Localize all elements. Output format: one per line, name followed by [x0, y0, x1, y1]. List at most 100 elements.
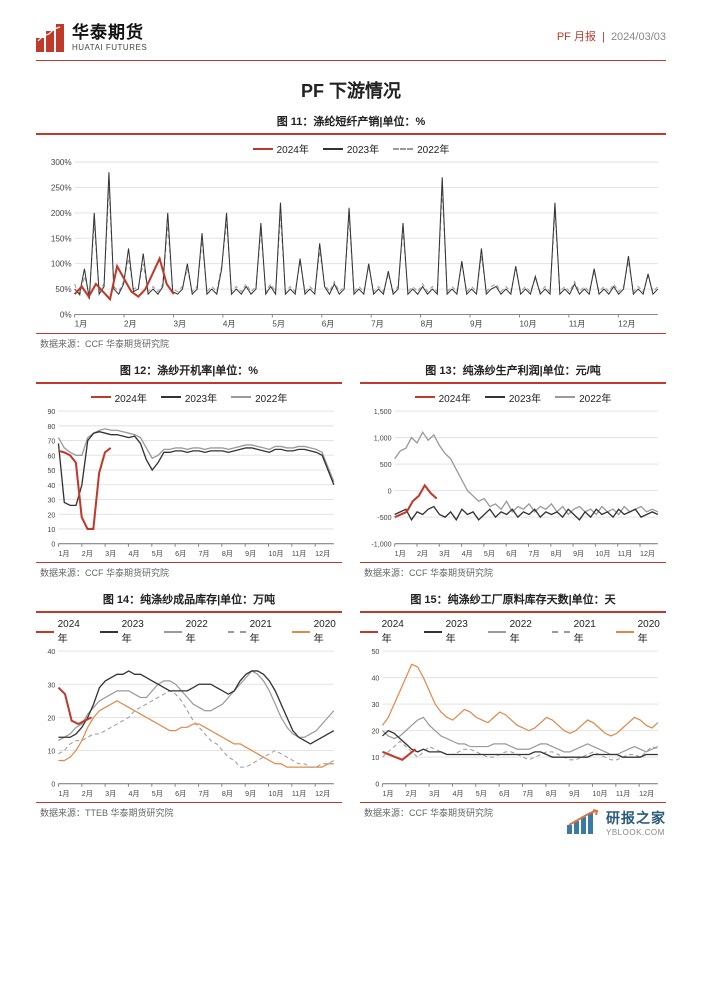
- legend-swatch: [552, 631, 570, 633]
- legend-swatch: [228, 631, 246, 633]
- legend-label: 2021年: [574, 619, 602, 645]
- svg-text:50: 50: [371, 648, 379, 656]
- chart-13-legend: 2024年2023年2022年: [360, 390, 666, 405]
- svg-text:1月: 1月: [382, 790, 393, 798]
- svg-text:-500: -500: [377, 514, 391, 522]
- chart-11-rule: [36, 133, 666, 135]
- legend-item: 2023年: [323, 141, 379, 156]
- svg-text:20: 20: [47, 714, 55, 722]
- svg-text:8月: 8月: [546, 790, 557, 798]
- svg-text:12月: 12月: [315, 790, 330, 798]
- brand-logo-icon: [36, 24, 66, 52]
- chart-15-rule: [360, 611, 666, 613]
- svg-text:9月: 9月: [569, 790, 580, 798]
- chart-12-title: 图 12：涤纱开机率|单位：%: [36, 362, 342, 378]
- legend-label: 2021年: [250, 619, 278, 645]
- legend-swatch: [292, 631, 310, 633]
- legend-swatch: [424, 631, 442, 633]
- svg-text:0: 0: [51, 540, 55, 548]
- legend-swatch: [164, 631, 182, 633]
- legend-item: 2022年: [164, 619, 214, 645]
- svg-text:10月: 10月: [595, 550, 610, 558]
- svg-text:8月: 8月: [551, 550, 562, 558]
- svg-text:3月: 3月: [105, 790, 116, 798]
- svg-text:11月: 11月: [292, 790, 307, 798]
- svg-text:8月: 8月: [421, 320, 434, 329]
- svg-text:10: 10: [371, 754, 379, 762]
- svg-text:11月: 11月: [616, 790, 631, 798]
- svg-text:5月: 5月: [152, 790, 163, 798]
- row-14-15: 图 14：纯涤纱成品库存|单位：万吨 2024年 2023年 2022年 2021年 2…: [36, 591, 666, 831]
- svg-text:200%: 200%: [51, 209, 72, 218]
- footer-cn: 研报之家: [606, 808, 666, 828]
- svg-text:70: 70: [47, 437, 55, 445]
- footer-text: 研报之家 YBLOOK.COM: [606, 808, 666, 837]
- svg-text:0%: 0%: [60, 311, 72, 320]
- legend-item: 2024年: [36, 619, 86, 645]
- legend-item: 2023年: [424, 619, 474, 645]
- chart-13-title: 图 13：纯涤纱生产利润|单位：元/吨: [360, 362, 666, 378]
- separator: |: [602, 31, 605, 43]
- svg-text:1月: 1月: [75, 320, 88, 329]
- footer-watermark: 研报之家 YBLOOK.COM: [566, 808, 666, 837]
- legend-label: 2023年: [347, 141, 379, 156]
- svg-text:80: 80: [47, 423, 55, 431]
- legend-label: 2023年: [446, 619, 474, 645]
- chart-12: 图 12：涤纱开机率|单位：% 2024年2023年2022年 01020304…: [36, 362, 342, 591]
- svg-text:2月: 2月: [406, 790, 417, 798]
- svg-text:6月: 6月: [175, 550, 186, 558]
- chart-15-title: 图 15：纯涤纱工厂原料库存天数|单位：天: [360, 591, 666, 607]
- svg-text:2月: 2月: [82, 550, 93, 558]
- svg-text:4月: 4月: [223, 320, 236, 329]
- svg-text:60: 60: [47, 452, 55, 460]
- chart-14-legend: 2024年2023年2022年2021年2020年: [36, 619, 342, 645]
- svg-text:2月: 2月: [124, 320, 137, 329]
- chart-15-plot: 010203040501月2月3月4月5月6月7月8月9月10月11月12月: [360, 647, 666, 800]
- svg-text:9月: 9月: [573, 550, 584, 558]
- svg-text:50: 50: [47, 467, 55, 475]
- chart-14: 图 14：纯涤纱成品库存|单位：万吨 2024年 2023年 2022年 2021年 2…: [36, 591, 342, 831]
- chart-14-source: 数据来源：TTEB 华泰期货研究院: [40, 806, 342, 819]
- svg-text:1月: 1月: [58, 550, 69, 558]
- legend-item: 2021年: [552, 619, 602, 645]
- chart-14-title: 图 14：纯涤纱成品库存|单位：万吨: [36, 591, 342, 607]
- legend-label: 2024年: [115, 390, 147, 405]
- chart-11-plot: 0%50%100%150%200%250%300%1月2月3月4月5月6月7月8…: [36, 158, 666, 331]
- svg-text:20: 20: [371, 727, 379, 735]
- legend-label: 2022年: [510, 619, 538, 645]
- svg-text:6月: 6月: [322, 320, 335, 329]
- svg-text:1月: 1月: [58, 790, 69, 798]
- legend-swatch: [231, 396, 251, 398]
- legend-label: 2024年: [58, 619, 86, 645]
- svg-text:250%: 250%: [51, 184, 72, 193]
- legend-item: 2023年: [485, 390, 541, 405]
- svg-text:2月: 2月: [417, 550, 428, 558]
- svg-text:11月: 11月: [569, 320, 586, 329]
- svg-text:50%: 50%: [55, 285, 71, 294]
- legend-label: 2022年: [579, 390, 611, 405]
- chart-12-source: 数据来源：CCF 华泰期货研究院: [40, 566, 342, 579]
- legend-label: 2020年: [638, 619, 666, 645]
- svg-text:4月: 4月: [452, 790, 463, 798]
- svg-text:300%: 300%: [51, 158, 72, 167]
- legend-item: 2023年: [161, 390, 217, 405]
- brand-logo: 华泰期货 HUATAI FUTURES: [36, 24, 147, 52]
- legend-label: 2022年: [417, 141, 449, 156]
- svg-text:0: 0: [375, 780, 379, 788]
- legend-swatch: [100, 631, 118, 633]
- svg-text:3月: 3月: [439, 550, 450, 558]
- legend-label: 2023年: [509, 390, 541, 405]
- legend-swatch: [616, 631, 634, 633]
- legend-item: 2023年: [100, 619, 150, 645]
- svg-text:10月: 10月: [592, 790, 607, 798]
- chart-11-source: 数据来源：CCF 华泰期货研究院: [40, 337, 666, 350]
- legend-item: 2022年: [231, 390, 287, 405]
- svg-text:4月: 4月: [128, 790, 139, 798]
- legend-item: 2024年: [360, 619, 410, 645]
- chart-14-plot: 0102030401月2月3月4月5月6月7月8月9月10月11月12月: [36, 647, 342, 800]
- chart-13-plot: -1,000-50005001,0001,5001月2月3月4月5月6月7月8月…: [360, 407, 666, 560]
- svg-text:10: 10: [47, 526, 55, 534]
- legend-label: 2023年: [185, 390, 217, 405]
- svg-text:1,000: 1,000: [374, 434, 392, 442]
- chart-11-title: 图 11：涤纶短纤产销|单位：%: [36, 113, 666, 129]
